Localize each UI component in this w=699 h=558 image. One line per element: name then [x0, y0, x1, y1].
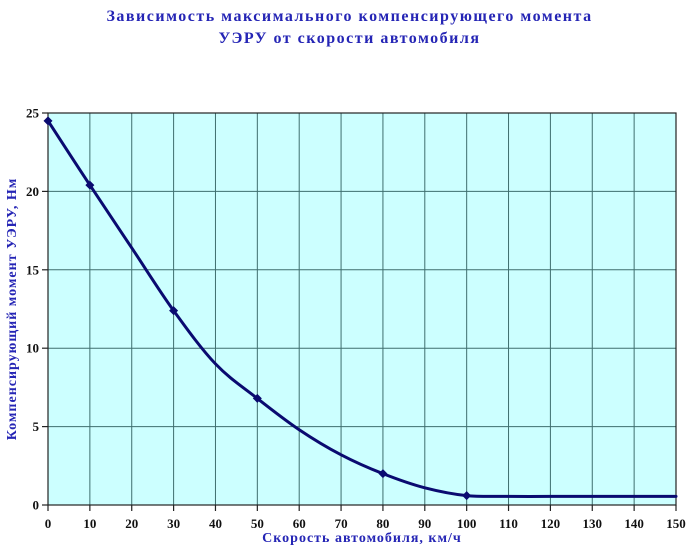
x-tick-label: 70	[335, 516, 348, 531]
x-tick-label: 80	[376, 516, 389, 531]
y-tick-label: 25	[26, 106, 40, 121]
x-axis-title: Скорость автомобиля, км/ч	[262, 531, 462, 546]
data-curve	[46, 119, 678, 498]
x-tick-label: 110	[499, 516, 518, 531]
plot-area-svg: 0 10 20 30 40 50 60 70 80 90 100 110 120 130 140 150 0 5 1…	[26, 106, 686, 532]
x-tick-label: 10	[83, 516, 96, 531]
x-tick-label: 140	[624, 516, 644, 531]
x-tick-label: 60	[293, 516, 306, 531]
chart-title-line1: Зависимость максимального компенсирующег…	[106, 8, 593, 25]
x-tick-label: 100	[457, 516, 477, 531]
x-tick-label: 90	[418, 516, 431, 531]
x-tick-label: 20	[125, 516, 138, 531]
x-tick-label: 130	[583, 516, 603, 531]
x-tick-label: 50	[251, 516, 264, 531]
y-tick-label: 15	[26, 262, 40, 277]
x-tick-label: 150	[666, 516, 686, 531]
data-point-marker	[252, 393, 262, 403]
x-tick-label: 40	[209, 516, 222, 531]
plot-background	[48, 113, 676, 505]
y-tick-label: 0	[33, 498, 40, 513]
y-tick-label: 10	[26, 341, 39, 356]
y-tick-label: 5	[33, 419, 40, 434]
x-tick-label: 120	[541, 516, 561, 531]
x-tick-label: 0	[45, 516, 52, 531]
data-point-marker	[378, 469, 388, 479]
plot-border	[47, 112, 677, 506]
chart-title-line2: УЭРУ от скорости автомобиля	[218, 30, 481, 47]
x-tick-label: 30	[167, 516, 180, 531]
chart-title: Зависимость максимального компенсирующег…	[0, 6, 699, 50]
data-point-marker	[169, 306, 179, 316]
data-point-marker	[85, 180, 95, 190]
data-point-marker	[43, 116, 53, 126]
y-tick-label: 20	[26, 184, 39, 199]
data-point-marker	[462, 491, 472, 501]
